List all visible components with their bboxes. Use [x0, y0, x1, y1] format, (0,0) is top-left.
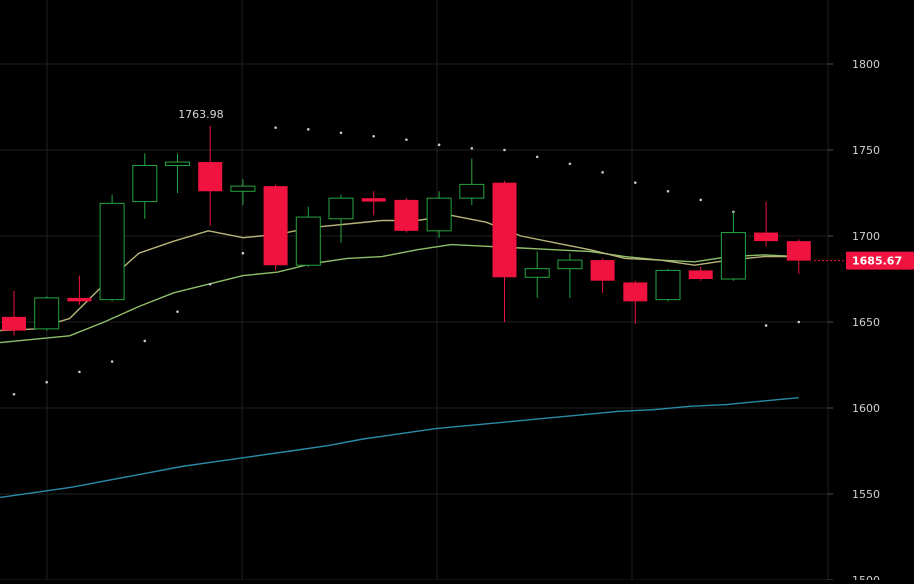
- candle: [132, 153, 158, 219]
- psar-dot: [110, 360, 114, 363]
- candle: [99, 194, 125, 302]
- candle-body: [655, 269, 681, 301]
- y-tick-label: 1750: [852, 144, 880, 157]
- ma-long-path: [0, 397, 799, 499]
- grid: [0, 0, 829, 581]
- candle: [263, 184, 288, 271]
- candle-body: [557, 259, 583, 270]
- psar-dot: [797, 320, 801, 324]
- psar-dot: [437, 143, 441, 147]
- y-tick-label: 1500: [852, 574, 880, 580]
- candle: [688, 266, 713, 281]
- candle: [524, 251, 550, 298]
- candle: [754, 201, 779, 247]
- y-tick-label: 1700: [852, 230, 880, 243]
- candle: [590, 258, 615, 293]
- candle: [361, 191, 386, 216]
- candle: [623, 280, 648, 324]
- candle-body: [623, 282, 648, 302]
- psar-dot: [241, 251, 245, 255]
- candle-body: [786, 241, 811, 261]
- psar-dot: [143, 339, 147, 343]
- psar-dot: [568, 162, 572, 166]
- candle: [557, 253, 583, 298]
- candle-body: [492, 182, 517, 278]
- high-price-label: 1763.98: [178, 108, 224, 121]
- psar-dot: [12, 392, 16, 396]
- candle: [67, 275, 92, 305]
- candle: [459, 158, 485, 206]
- candle: [786, 239, 811, 274]
- candle: [230, 179, 256, 206]
- candle: [394, 198, 419, 233]
- candle-body: [720, 232, 746, 280]
- ma-long-line: [0, 397, 799, 499]
- candle: [295, 206, 321, 267]
- candle-body: [426, 197, 452, 232]
- candle-body: [688, 270, 713, 279]
- candle-body: [165, 161, 190, 166]
- psar-dot: [307, 128, 310, 131]
- last-price-label: 1685.67: [852, 255, 902, 268]
- candle-body: [2, 316, 26, 331]
- psar-dot: [699, 198, 702, 202]
- psar-dot: [372, 134, 376, 138]
- psar-dot: [470, 146, 474, 150]
- psar-dot: [634, 181, 637, 184]
- candle-body: [67, 297, 92, 302]
- candle-body: [754, 232, 779, 242]
- psar-dot: [274, 126, 277, 129]
- candle: [655, 268, 681, 302]
- psar-dot: [339, 131, 343, 135]
- candle-body: [459, 183, 485, 199]
- y-tick-label: 1550: [852, 488, 880, 501]
- candle-body: [590, 260, 615, 281]
- psar-dot: [405, 138, 408, 141]
- y-tick-label: 1600: [852, 402, 880, 415]
- candle: [34, 296, 60, 331]
- psar-dot: [208, 282, 212, 286]
- candle-body: [99, 202, 125, 301]
- psar-dots: [12, 126, 801, 396]
- candle-body: [328, 197, 354, 220]
- candle-body: [230, 185, 256, 192]
- psar-dot: [535, 155, 539, 159]
- psar-dot: [45, 380, 48, 384]
- last-price-badge: [846, 251, 914, 270]
- candle-body: [198, 162, 223, 192]
- candle-body: [524, 268, 550, 278]
- y-tick-label: 1650: [852, 316, 880, 329]
- psar-dot: [176, 310, 179, 313]
- candle-body: [263, 186, 288, 266]
- annotations: 1763.98: [178, 108, 846, 262]
- psar-dot: [601, 171, 604, 174]
- candle-body: [295, 216, 321, 266]
- psar-dot: [666, 189, 670, 193]
- candle: [2, 291, 26, 336]
- candle-body: [361, 198, 386, 202]
- psar-dot: [78, 370, 81, 374]
- psar-dot: [764, 324, 768, 327]
- candle: [328, 194, 354, 243]
- candle: [165, 153, 190, 193]
- y-tick-label: 1800: [852, 58, 880, 71]
- candles: [2, 125, 811, 336]
- candle-body: [394, 199, 419, 231]
- price-axis[interactable]: 1500 1550 1600 1650 1700 1750 1800 1685.67: [828, 58, 914, 584]
- candle: [492, 180, 517, 322]
- candle-body: [132, 164, 158, 203]
- candle: [720, 211, 746, 281]
- psar-dot: [503, 148, 506, 152]
- candle: [198, 125, 223, 226]
- candle-body: [34, 297, 60, 330]
- candle: [426, 191, 452, 238]
